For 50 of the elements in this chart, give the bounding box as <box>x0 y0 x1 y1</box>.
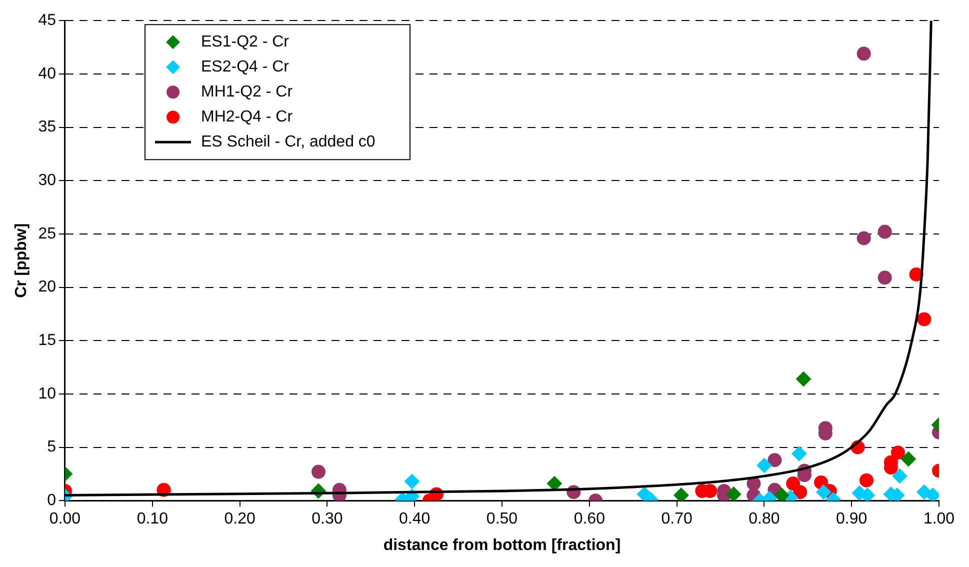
x-tick-label: 0.10 <box>136 510 168 528</box>
point <box>404 474 420 489</box>
y-tick-label: 35 <box>38 118 56 136</box>
legend-label: MH2-Q4 - Cr <box>200 108 294 126</box>
point <box>756 458 772 473</box>
point <box>900 452 916 466</box>
y-tick-label: 40 <box>38 65 56 82</box>
legend-label: ES1-Q2 - Cr <box>200 34 290 51</box>
point <box>768 453 782 468</box>
y-tick-label: 25 <box>38 225 56 242</box>
y-axis-title: Cr [ppbw] <box>13 223 30 298</box>
y-tick-label: 10 <box>38 385 56 402</box>
point <box>726 486 742 501</box>
x-tick-label: 0.20 <box>224 510 256 528</box>
x-tick-label: 0.80 <box>748 510 780 528</box>
y-tick-label: 0 <box>47 492 56 510</box>
x-tick-label: 0.70 <box>661 510 692 528</box>
point <box>856 231 871 246</box>
point <box>890 446 905 460</box>
point <box>796 372 812 386</box>
point <box>311 464 326 479</box>
y-tick-label: 20 <box>38 278 56 296</box>
point <box>774 488 790 501</box>
point <box>546 476 562 492</box>
y-tick-label: 30 <box>38 172 56 190</box>
point <box>917 312 932 326</box>
point <box>816 484 832 500</box>
x-tick-label: 0.00 <box>49 510 81 528</box>
point <box>792 446 807 462</box>
x-tick-label: 0.60 <box>574 510 606 528</box>
point <box>925 488 939 501</box>
legend-label: MH1-Q2 - Cr <box>200 84 294 101</box>
point <box>793 485 808 500</box>
x-tick-label: 0.90 <box>836 510 868 528</box>
y-tick-label: 45 <box>38 12 56 30</box>
y-tick-label: 5 <box>47 438 56 456</box>
x-tick-label: 0.50 <box>486 510 518 528</box>
y-tick-label: 15 <box>38 332 56 350</box>
point <box>878 270 892 285</box>
point <box>674 488 689 501</box>
point <box>878 224 892 239</box>
x-tick-label: 0.40 <box>399 510 430 528</box>
legend-label: ES2-Q4 - Cr <box>200 58 290 76</box>
point <box>859 473 874 488</box>
point <box>856 46 871 61</box>
x-tick-label: 0.30 <box>312 510 343 528</box>
legend-label: ES Scheil - Cr, added c0 <box>200 134 376 151</box>
x-tick-label: 1.00 <box>923 510 955 528</box>
point <box>892 468 908 484</box>
x-axis-title: distance from bottom [fraction] <box>383 536 621 554</box>
